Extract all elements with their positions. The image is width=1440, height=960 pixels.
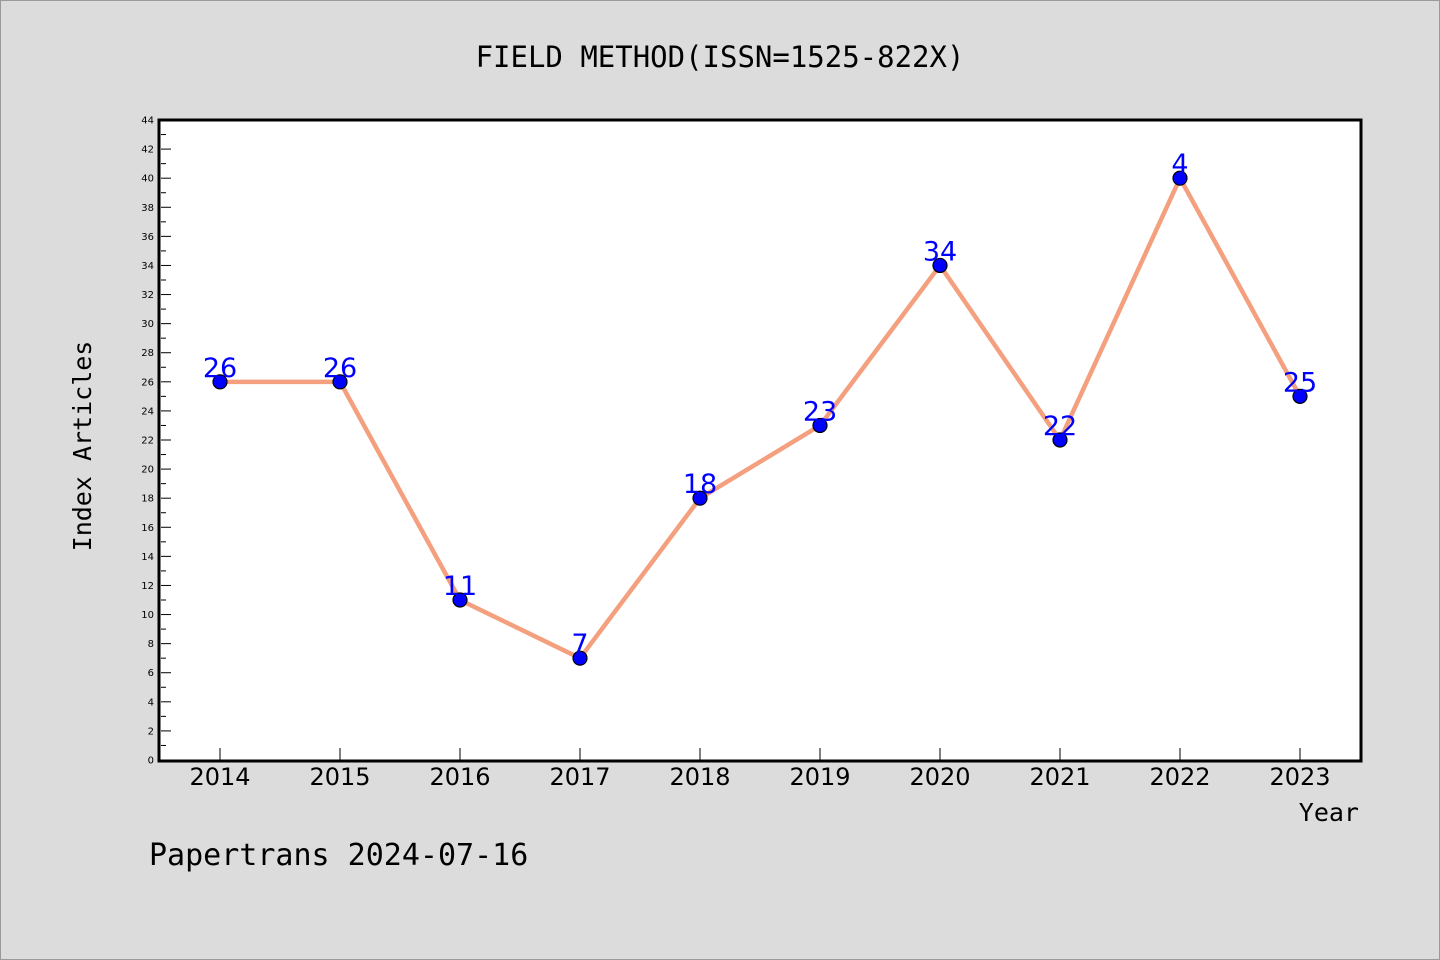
x-tick-label: 2017 <box>549 763 610 791</box>
y-tick-label: 8 <box>148 639 154 650</box>
y-tick-label: 40 <box>141 174 154 185</box>
data-point <box>1292 388 1308 404</box>
y-tick-label: 12 <box>141 581 154 592</box>
series-line-group <box>220 175 1302 661</box>
plot-area <box>157 118 1363 763</box>
x-tick-label: 2015 <box>309 763 370 791</box>
y-axis-ticks: 0246810121416182022242628303234363840424… <box>141 116 171 767</box>
footer-text: Papertrans 2024-07-16 <box>149 838 528 873</box>
data-point <box>1052 432 1068 448</box>
y-tick-label: 36 <box>141 232 154 243</box>
x-axis-ticks: 2014 2015 2016 2017 2018 2019 2020 2021 2022 2023 <box>189 748 1331 791</box>
data-point <box>1172 170 1188 186</box>
data-point <box>572 650 588 666</box>
x-tick-label: 2020 <box>909 763 970 791</box>
y-tick-label: 28 <box>141 348 154 359</box>
y-tick-label: 44 <box>141 116 154 127</box>
y-tick-label: 30 <box>141 319 154 330</box>
data-label: 22 <box>1043 411 1077 442</box>
data-label: 34 <box>923 236 957 267</box>
y-tick-label: 42 <box>141 145 154 156</box>
data-point <box>332 374 348 390</box>
data-label: 18 <box>683 469 717 500</box>
x-tick-label: 2019 <box>789 763 850 791</box>
y-tick-label: 34 <box>141 261 154 272</box>
data-label: 23 <box>803 396 837 427</box>
data-label: 26 <box>323 353 357 384</box>
y-tick-label: 0 <box>148 756 154 767</box>
data-point <box>212 374 228 390</box>
data-label: 11 <box>443 571 477 602</box>
y-tick-label: 24 <box>141 406 154 417</box>
x-tick-label: 2018 <box>669 763 730 791</box>
y-tick-label: 2 <box>148 726 154 737</box>
y-tick-label: 38 <box>141 203 154 214</box>
y-tick-label: 20 <box>141 465 154 476</box>
x-tick-label: 2021 <box>1029 763 1090 791</box>
x-tick-label: 2016 <box>429 763 490 791</box>
y-axis-label: Index Articles <box>68 341 97 552</box>
data-point <box>692 490 708 506</box>
y-tick-label: 18 <box>141 494 154 505</box>
data-label: 4 <box>1171 149 1188 180</box>
x-tick-label: 2014 <box>189 763 250 791</box>
data-markers <box>212 170 1308 666</box>
x-axis-label: Year <box>1299 798 1359 827</box>
data-point <box>452 592 468 608</box>
chart-title: FIELD METHOD(ISSN=1525-822X) <box>476 40 965 74</box>
data-label: 25 <box>1283 367 1317 398</box>
y-tick-label: 10 <box>141 610 154 621</box>
y-tick-label: 14 <box>141 552 154 563</box>
data-label: 26 <box>203 353 237 384</box>
y-tick-label: 22 <box>141 436 154 447</box>
data-point <box>812 417 828 434</box>
data-point <box>932 257 948 274</box>
y-tick-label: 4 <box>148 697 154 708</box>
series-line <box>220 175 1302 661</box>
x-tick-label: 2023 <box>1269 763 1330 791</box>
data-label: 7 <box>571 629 588 660</box>
y-tick-label: 16 <box>141 523 154 534</box>
y-tick-label: 32 <box>141 290 154 301</box>
y-tick-label: 26 <box>141 377 154 388</box>
data-labels: 26 26 11 7 18 23 34 22 4 25 <box>203 149 1317 660</box>
x-tick-label: 2022 <box>1149 763 1210 791</box>
y-tick-label: 6 <box>148 668 154 679</box>
